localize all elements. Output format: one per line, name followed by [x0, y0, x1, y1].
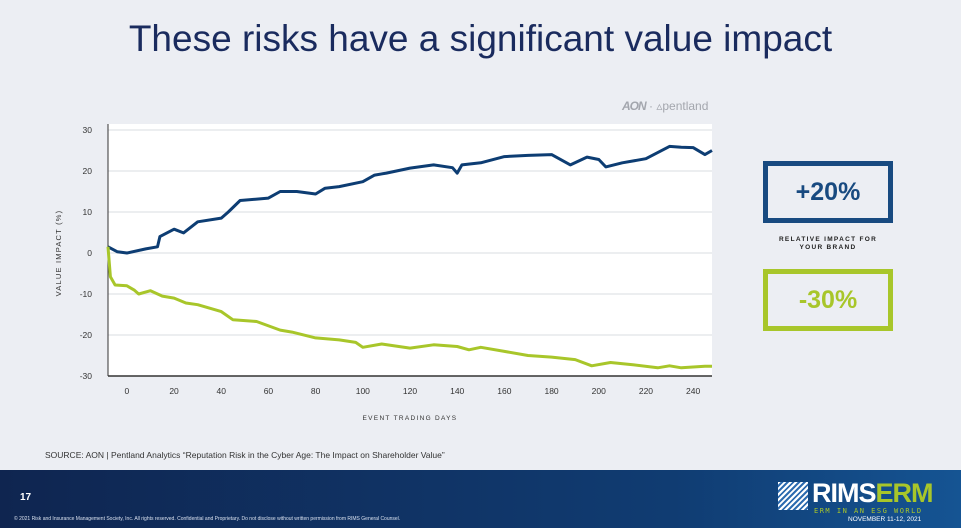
caption-line-2: YOUR BRAND	[799, 244, 857, 251]
source-note: SOURCE: AON | Pentland Analytics “Reputa…	[45, 450, 445, 460]
caption-line-1: RELATIVE IMPACT FOR	[778, 236, 878, 243]
x-tick-label: 180	[544, 386, 558, 396]
x-tick-label: 60	[264, 386, 274, 396]
x-tick-label: 20	[169, 386, 179, 396]
event-date: NOVEMBER 11-12, 2021	[848, 516, 922, 523]
lower-series-line	[106, 246, 712, 370]
x-tick-label: 220	[639, 386, 653, 396]
y-tick-label: 10	[83, 207, 93, 217]
upper-series-line	[107, 144, 713, 255]
y-axis-title: VALUE IMPACT (%)	[54, 210, 63, 297]
x-tick-label: 0	[125, 386, 130, 396]
negative-impact-box: -30%	[763, 269, 893, 331]
x-tick-label: 120	[403, 386, 417, 396]
rims-flag-icon	[778, 482, 808, 510]
x-tick-label: 80	[311, 386, 321, 396]
y-tick-label: -30	[80, 371, 93, 381]
y-tick-label: 20	[83, 166, 93, 176]
page-number: 17	[20, 492, 32, 503]
aon-pentland-logo: AON · ▵pentland	[622, 99, 709, 113]
x-tick-label: 200	[592, 386, 606, 396]
x-tick-label: 240	[686, 386, 700, 396]
x-tick-label: 140	[450, 386, 464, 396]
rims-tagline: ERM IN AN ESG WORLD	[814, 507, 923, 515]
rims-erm-logo: RIMSERM ERM IN AN ESG WORLD NOVEMBER 11-…	[778, 478, 938, 524]
y-tick-label: -20	[80, 330, 93, 340]
x-tick-label: 100	[356, 386, 370, 396]
x-tick-label: 160	[497, 386, 511, 396]
x-tick-label: 40	[217, 386, 227, 396]
copyright-text: © 2021 Risk and Insurance Management Soc…	[14, 516, 401, 522]
y-tick-label: 0	[87, 248, 92, 258]
rims-wordmark: RIMSERM	[812, 478, 934, 508]
slide-title: These risks have a significant value imp…	[128, 18, 833, 59]
y-tick-label: -10	[80, 289, 93, 299]
x-axis-title: EVENT TRADING DAYS	[363, 415, 458, 422]
footer-bar: 17 © 2021 Risk and Insurance Management …	[0, 470, 961, 528]
y-tick-label: 30	[83, 125, 93, 135]
relative-impact-caption: RELATIVE IMPACT FOR YOUR BRAND	[763, 236, 893, 252]
positive-impact-box: +20%	[763, 161, 893, 223]
